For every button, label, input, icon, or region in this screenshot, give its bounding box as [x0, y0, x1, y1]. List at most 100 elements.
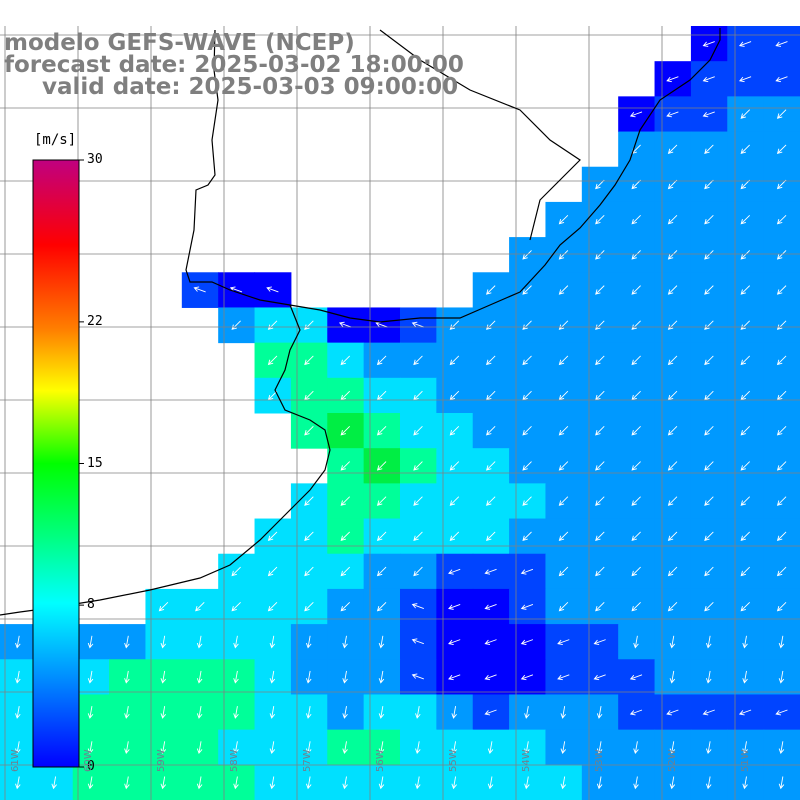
wind-arrow — [304, 601, 314, 612]
wind-arrow — [233, 741, 239, 755]
wind-arrow — [667, 461, 678, 471]
wind-arrow — [596, 776, 603, 790]
wind-arrow — [704, 531, 714, 542]
wind-arrow — [595, 250, 605, 260]
wind-arrow — [776, 320, 787, 330]
wind-arrow — [704, 179, 714, 190]
wind-arrow — [705, 776, 712, 790]
wind-arrow — [196, 670, 203, 684]
wind-arrow — [704, 355, 714, 366]
model-title: modelo GEFS-WAVE (NCEP) — [4, 30, 355, 56]
wind-arrow — [704, 285, 714, 295]
wind-arrow — [486, 531, 496, 542]
wind-arrow — [484, 709, 497, 716]
wind-arrow — [704, 566, 714, 577]
wind-arrow — [595, 320, 605, 330]
wind-arrow — [704, 426, 714, 436]
wind-arrow — [778, 776, 785, 790]
wind-arrow — [631, 285, 641, 295]
wind-arrow — [740, 320, 751, 330]
wind-arrow — [776, 285, 787, 295]
wind-arrow — [231, 601, 241, 612]
wind-arrow — [413, 461, 423, 471]
colorbar — [32, 159, 84, 768]
wind-arrow — [342, 741, 348, 755]
wind-arrow — [449, 461, 460, 471]
wind-arrow — [486, 285, 496, 295]
wind-arrow — [338, 321, 352, 328]
wind-arrow — [87, 706, 94, 719]
wind-arrow — [778, 635, 785, 649]
wind-arrows — [15, 41, 788, 790]
wind-arrow — [738, 709, 752, 716]
wind-arrow — [340, 426, 351, 436]
wind-arrow — [413, 355, 423, 366]
wind-arrow — [196, 635, 203, 649]
longitude-label: 58W — [229, 749, 240, 772]
wind-arrow — [378, 635, 385, 649]
longitude-label: 61W — [10, 749, 21, 772]
wind-arrow — [742, 776, 748, 790]
lat-lon-grid — [0, 26, 800, 800]
wind-arrow — [449, 320, 460, 330]
colorbar-gradient — [32, 159, 80, 768]
wind-arrow — [376, 601, 387, 612]
wind-arrow — [15, 776, 21, 790]
wind-arrow — [413, 566, 423, 577]
wind-arrow — [740, 531, 751, 542]
wind-arrow — [231, 320, 241, 330]
wind-arrow — [304, 531, 314, 542]
wind-arrow — [15, 635, 21, 649]
wind-arrow — [229, 286, 243, 293]
wind-arrow — [558, 461, 569, 471]
wind-arrow — [667, 566, 678, 577]
wind-arrow — [378, 670, 385, 684]
longitude-label: 52W — [667, 749, 678, 772]
wind-arrow — [629, 709, 643, 716]
colorbar-tick-label: 8 — [87, 597, 95, 613]
wind-arrow — [776, 250, 787, 260]
wind-arrow — [342, 635, 348, 649]
wind-arrow — [702, 76, 715, 83]
wind-arrow — [667, 250, 678, 260]
wind-arrow — [304, 426, 314, 436]
wind-arrow — [520, 674, 534, 681]
wind-arrow — [631, 426, 641, 436]
wind-arrow — [742, 741, 748, 755]
wind-arrow — [486, 426, 496, 436]
wind-arrow — [557, 674, 570, 681]
wind-arrow — [160, 670, 167, 684]
wind-arrow — [560, 741, 567, 755]
wind-arrow — [158, 601, 169, 612]
wind-arrow — [776, 566, 787, 577]
wind-arrow — [233, 706, 239, 719]
wind-arrow — [667, 531, 678, 542]
wind-arrow — [196, 741, 203, 755]
wind-arrow — [342, 706, 348, 719]
wind-arrow — [413, 496, 423, 506]
longitude-label: 54W — [521, 749, 532, 772]
wind-arrow — [195, 601, 205, 612]
wind-arrow — [738, 41, 752, 47]
wind-arrow — [193, 286, 206, 293]
wind-arrow — [633, 741, 639, 755]
wind-arrow — [413, 531, 423, 542]
wind-arrow — [704, 214, 714, 225]
wind-arrow — [267, 320, 278, 330]
wind-arrow — [269, 706, 276, 719]
wind-arrow — [484, 674, 497, 681]
wind-arrow — [705, 670, 712, 684]
wind-arrow — [778, 670, 785, 684]
wind-arrow — [742, 670, 748, 684]
wind-arrow — [776, 355, 787, 366]
wind-arrow — [560, 706, 567, 719]
wind-arrow — [305, 741, 312, 755]
wind-arrow — [124, 635, 130, 649]
wind-arrow — [740, 250, 751, 260]
wind-arrow — [595, 355, 605, 366]
wind-arrow — [775, 76, 788, 83]
longitude-label: 51W — [740, 749, 751, 772]
wind-arrow — [776, 179, 787, 190]
wind-arrow — [484, 604, 497, 610]
